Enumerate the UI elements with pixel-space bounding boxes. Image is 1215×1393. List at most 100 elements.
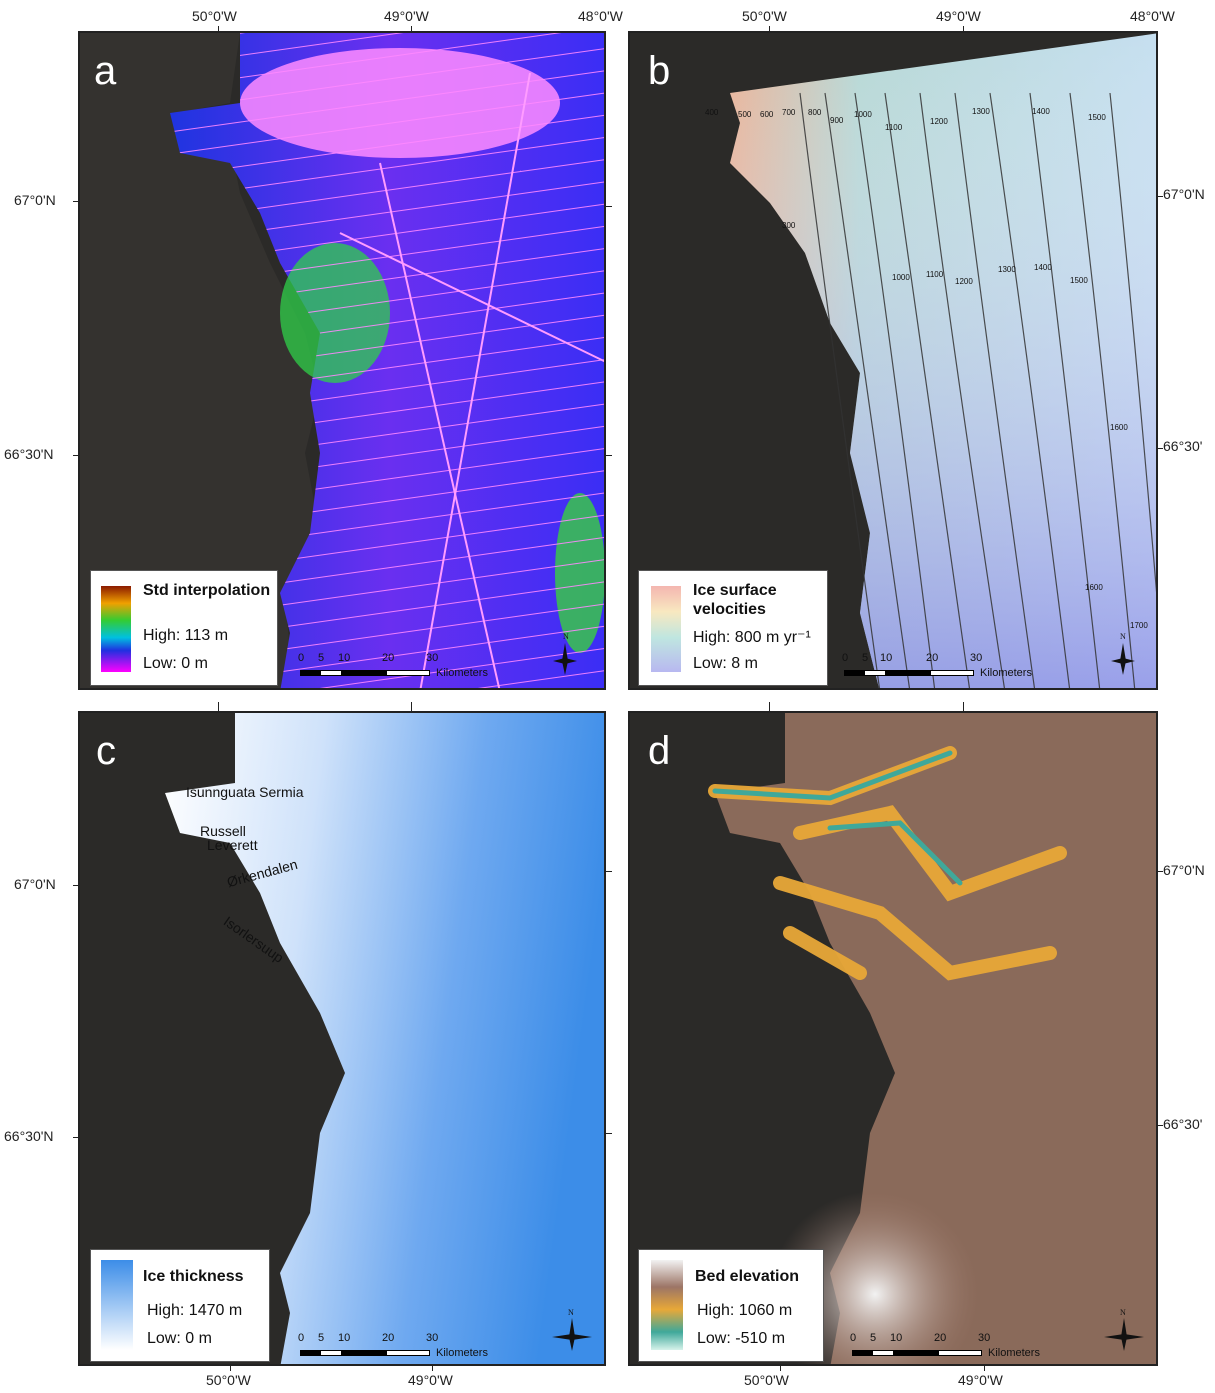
panel-b-map: b 400 500 600 700 800 900 1000 1100 1200…: [628, 31, 1158, 690]
contour-label: 1600: [1085, 583, 1103, 592]
scale-tick-20: 20: [926, 652, 939, 664]
legend-b: Ice surface velocities High: 800 m yr⁻¹ …: [638, 570, 828, 686]
lon-label: 50°0'W: [192, 8, 237, 24]
lat-label: 67°0'N: [14, 876, 56, 892]
panel-c-terrain: [80, 713, 604, 1364]
contour-label: 1000: [854, 110, 872, 119]
scale-seg: [300, 1350, 320, 1356]
scale-tick-5: 5: [318, 1332, 325, 1344]
contour-label: 1200: [955, 277, 973, 286]
tick-mark: [1158, 1125, 1163, 1126]
tick-mark: [1158, 448, 1163, 449]
scale-seg: [894, 1350, 938, 1356]
legend-title-d: Bed elevation: [695, 1268, 800, 1285]
scale-tick-30: 30: [978, 1332, 991, 1344]
legend-low-c: Low: 0 m: [147, 1330, 212, 1347]
tick-mark: [230, 1366, 231, 1371]
tick-mark: [218, 702, 219, 711]
scale-tick-5: 5: [318, 652, 325, 664]
legend-c: Ice thickness High: 1470 m Low: 0 m: [90, 1249, 270, 1362]
svg-text:N: N: [563, 632, 569, 641]
lon-label: 49°0'W: [958, 1372, 1003, 1388]
scale-seg: [886, 670, 930, 676]
tick-mark: [963, 26, 964, 31]
contour-label: 300: [782, 221, 796, 230]
scale-seg: [320, 670, 342, 676]
contour-label: 500: [738, 110, 752, 119]
lon-label: 48°0'W: [578, 8, 623, 24]
scalebar-a: 0 5 10 20 30 Kilometers: [298, 652, 518, 688]
lon-label: 50°0'W: [742, 8, 787, 24]
tick-mark: [780, 1366, 781, 1371]
contour-label: 1500: [1070, 276, 1088, 285]
scale-tick-10: 10: [890, 1332, 903, 1344]
scale-seg: [938, 1350, 982, 1356]
tick-mark: [73, 201, 78, 202]
panel-letter-b: b: [648, 49, 671, 93]
tick-mark: [606, 871, 612, 872]
svg-text:N: N: [1120, 1308, 1126, 1317]
scalebar-c: 0 5 10 20 30 Kilometers: [298, 1332, 518, 1364]
scale-tick-20: 20: [934, 1332, 947, 1344]
contour-label: 600: [760, 110, 774, 119]
scale-seg: [852, 1350, 872, 1356]
scale-seg: [386, 1350, 430, 1356]
lon-label: 49°0'W: [408, 1372, 453, 1388]
north-arrow-icon: N: [553, 632, 577, 675]
scale-unit: Kilometers: [980, 667, 1032, 679]
scale-tick-5: 5: [870, 1332, 877, 1344]
scale-seg: [864, 670, 886, 676]
panel-letter-d: d: [648, 729, 671, 773]
legend-d: Bed elevation High: 1060 m Low: -510 m: [638, 1249, 824, 1362]
tick-mark: [984, 1366, 985, 1371]
contour-label: 400: [705, 108, 719, 117]
contour-label: 700: [782, 108, 796, 117]
tick-mark: [73, 1137, 78, 1138]
legend-ramp-velocity: [651, 586, 681, 672]
tick-mark: [1158, 196, 1163, 197]
tick-mark: [1158, 871, 1163, 872]
lon-label: 50°0'W: [206, 1372, 251, 1388]
tick-mark: [218, 26, 219, 31]
scale-seg: [320, 1350, 342, 1356]
scale-seg: [386, 670, 430, 676]
contour-label: 1500: [1088, 113, 1106, 122]
scale-tick-0: 0: [298, 652, 305, 664]
svg-text:N: N: [568, 1308, 574, 1317]
svg-text:N: N: [1120, 632, 1126, 641]
legend-a: Std interpolation High: 113 m Low: 0 m: [90, 570, 278, 686]
tick-mark: [411, 26, 412, 31]
contour-label: 1300: [998, 265, 1016, 274]
scale-tick-10: 10: [880, 652, 893, 664]
legend-ramp-std: [101, 586, 131, 672]
scale-tick-30: 30: [426, 1332, 439, 1344]
scale-tick-10: 10: [338, 1332, 351, 1344]
contour-label: 1400: [1032, 107, 1050, 116]
panel-b-terrain: [630, 33, 1156, 688]
legend-low-d: Low: -510 m: [697, 1330, 786, 1347]
scale-tick-0: 0: [298, 1332, 305, 1344]
contour-label: 900: [830, 116, 844, 125]
lon-label: 49°0'W: [936, 8, 981, 24]
legend-low-a: Low: 0 m: [143, 655, 208, 672]
contour-label: 1100: [926, 270, 944, 279]
north-arrow-icon: N: [552, 1308, 592, 1351]
scale-tick-30: 30: [426, 652, 439, 664]
lat-label: 67°0'N: [1163, 186, 1205, 202]
legend-title-a: Std interpolation: [143, 582, 271, 599]
scale-tick-0: 0: [842, 652, 849, 664]
contour-label: 800: [808, 108, 822, 117]
scale-seg: [342, 1350, 386, 1356]
scale-seg: [844, 670, 864, 676]
contour-label: 1100: [885, 123, 903, 132]
contour-label: 1600: [1110, 423, 1128, 432]
scale-seg: [300, 670, 320, 676]
scale-unit: Kilometers: [436, 667, 488, 679]
scale-seg: [872, 1350, 894, 1356]
legend-title-b: Ice surface velocities: [693, 582, 777, 618]
scale-seg: [930, 670, 974, 676]
tick-mark: [769, 702, 770, 711]
place-label-russell: Russell: [200, 823, 246, 839]
lon-label: 50°0'W: [744, 1372, 789, 1388]
scale-seg: [342, 670, 386, 676]
